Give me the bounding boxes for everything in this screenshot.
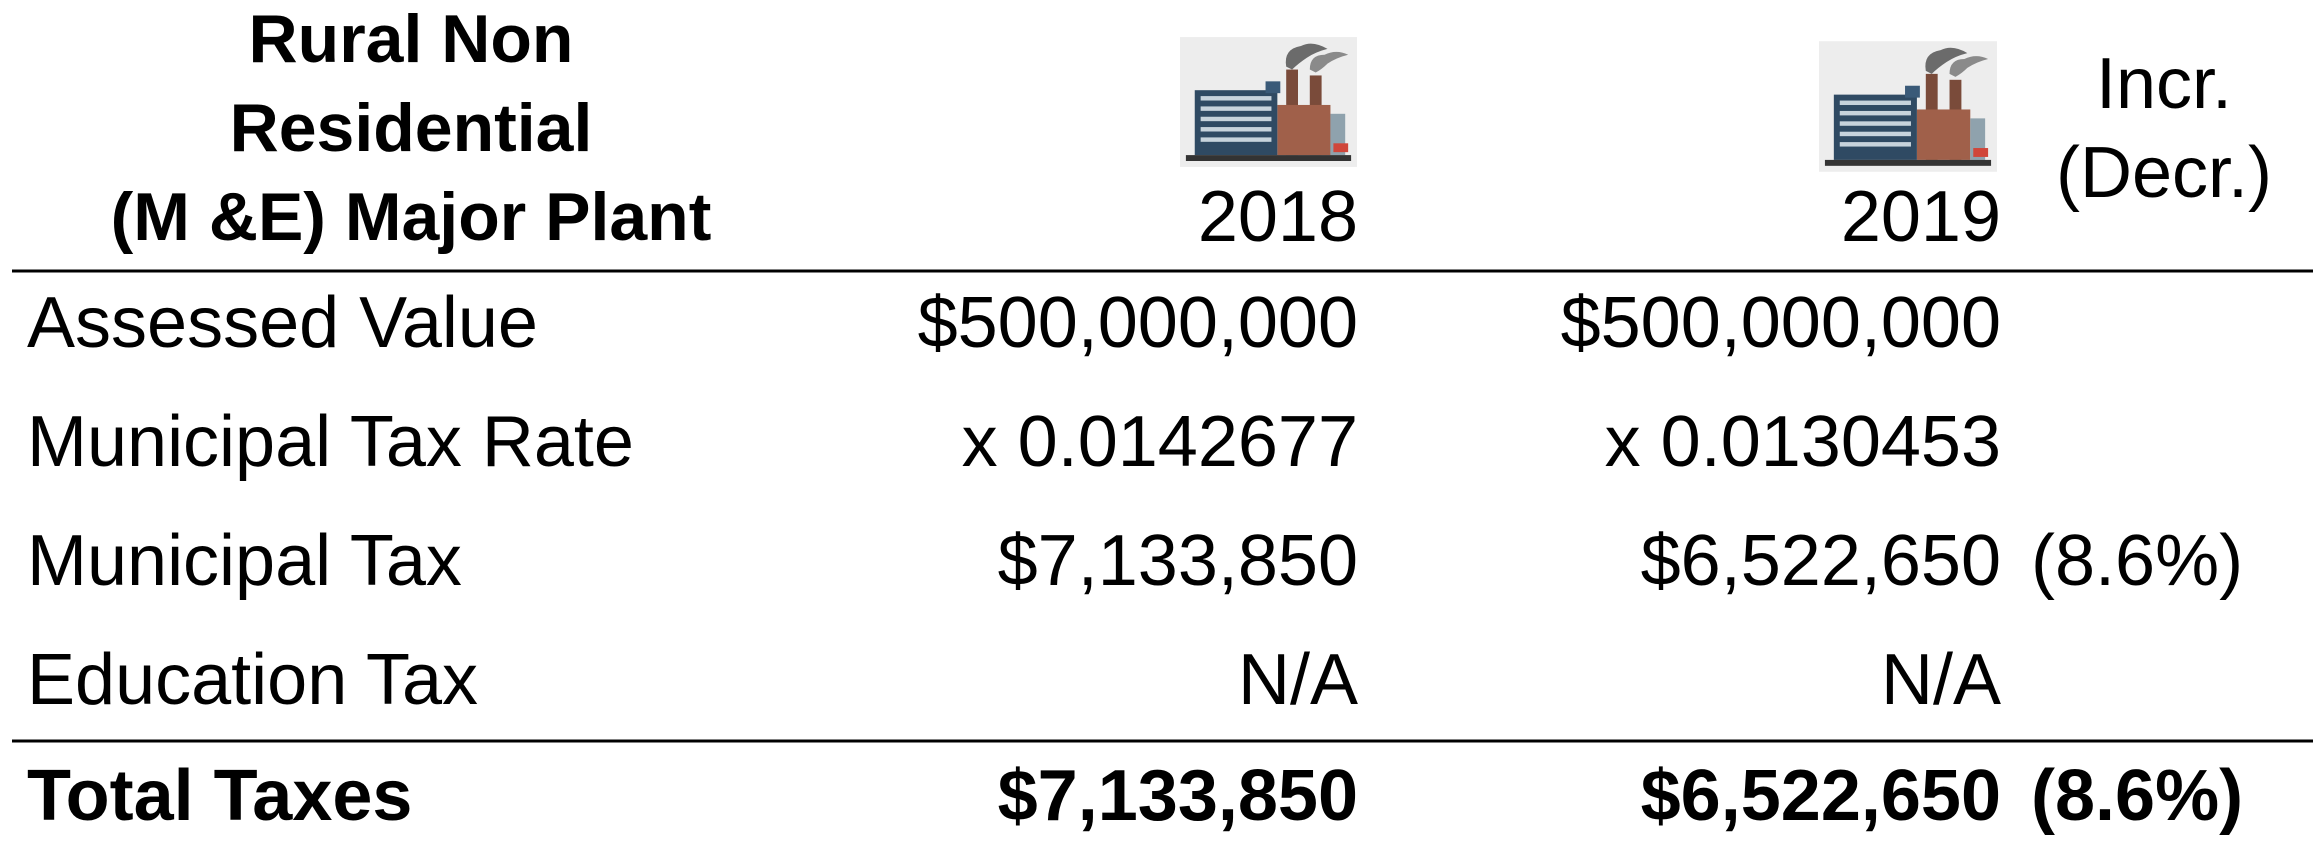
row-value: N/A bbox=[1238, 640, 1358, 720]
row-value: $500,000,000 bbox=[1561, 283, 2001, 363]
row-value: $7,133,850 bbox=[998, 521, 1358, 601]
title-line: Rural Non bbox=[249, 1, 574, 77]
row-label: Municipal Tax bbox=[27, 521, 462, 601]
row-value: $6,522,650 bbox=[1641, 756, 2001, 836]
row-change: (8.6%) bbox=[2031, 756, 2243, 836]
row-value: $500,000,000 bbox=[918, 283, 1358, 363]
year-header: 2019 bbox=[1841, 177, 2001, 257]
row-label: Assessed Value bbox=[27, 283, 538, 363]
row-change: (8.6%) bbox=[2031, 521, 2243, 601]
change-header: Incr. bbox=[2096, 44, 2232, 124]
factory-icon bbox=[1819, 41, 1997, 172]
title-line: (M &E) Major Plant bbox=[111, 179, 712, 255]
row-value: x 0.0130453 bbox=[1605, 402, 2001, 482]
row-label: Total Taxes bbox=[27, 756, 412, 836]
row-label: Education Tax bbox=[27, 640, 478, 720]
row-value: $6,522,650 bbox=[1641, 521, 2001, 601]
row-value: $7,133,850 bbox=[998, 756, 1358, 836]
factory-icon bbox=[1180, 37, 1357, 167]
title-line: Residential bbox=[230, 90, 593, 166]
row-value: x 0.0142677 bbox=[962, 402, 1358, 482]
year-header: 2018 bbox=[1198, 177, 1358, 257]
row-label: Municipal Tax Rate bbox=[27, 402, 634, 482]
row-value: N/A bbox=[1881, 640, 2001, 720]
change-header: (Decr.) bbox=[2056, 133, 2272, 213]
